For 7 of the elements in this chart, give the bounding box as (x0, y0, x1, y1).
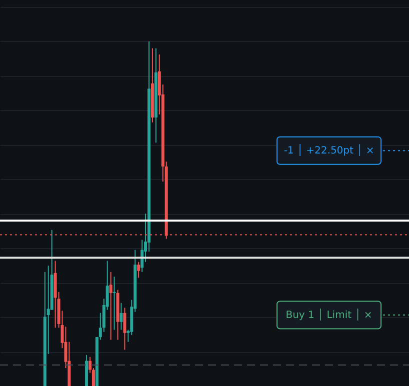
candlestick (112, 276, 116, 330)
ref-line-label: -1 │ +22.50pt │ × (284, 144, 374, 157)
candlestick (109, 271, 112, 340)
candlestick (120, 302, 123, 330)
ref-line-label: Buy 1 │ Limit │ × (286, 308, 372, 322)
candlestick (137, 261, 140, 278)
candlestick (123, 307, 126, 350)
